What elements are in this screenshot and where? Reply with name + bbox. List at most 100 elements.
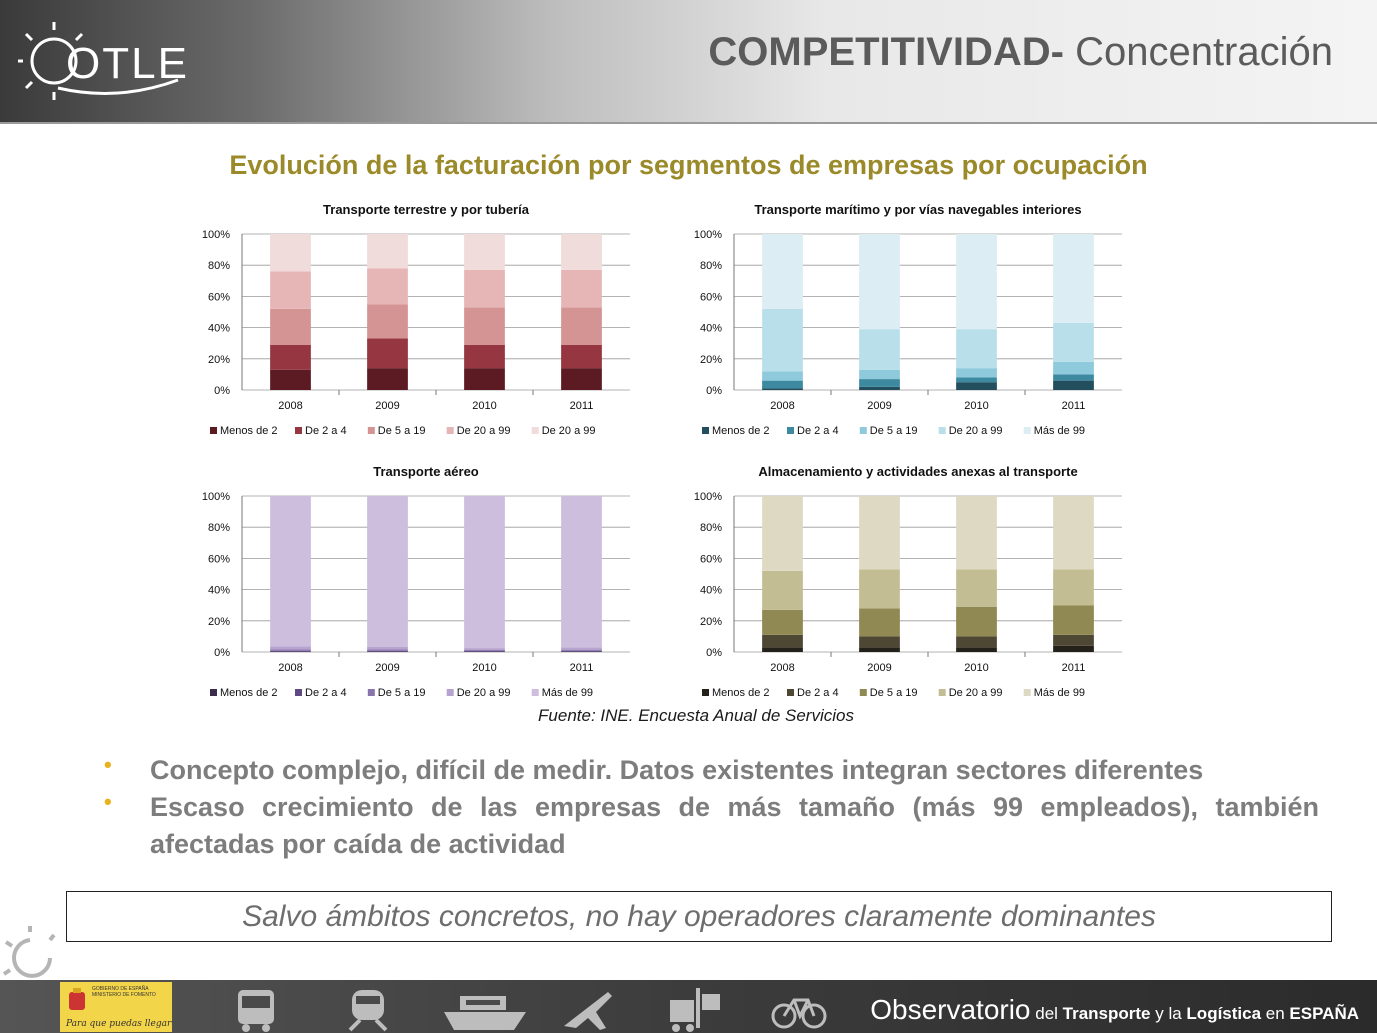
bar-segment xyxy=(762,496,803,571)
chart-legend: Menos de 2 De 2 a 4 De 5 a 19 De 20 a 99 De … xyxy=(210,425,596,437)
bar-segment xyxy=(956,382,997,390)
x-tick-label: 2009 xyxy=(375,400,399,412)
x-tick-label: 2008 xyxy=(278,400,302,412)
bar-segment xyxy=(1053,380,1094,390)
chart-almacenamiento: Almacenamiento y actividades anexas al t… xyxy=(694,464,1122,699)
bar-segment xyxy=(367,268,408,305)
bar-segment xyxy=(762,647,803,652)
legend-label: Menos de 2 xyxy=(712,687,769,699)
bullet-item: • Escaso crecimiento de las empresas de … xyxy=(104,789,1319,869)
bar-segment xyxy=(762,388,803,390)
page-title-bold: COMPETITIVIDAD- xyxy=(708,30,1064,74)
legend-label: Más de 99 xyxy=(1034,687,1085,699)
legend-swatch xyxy=(938,427,946,434)
y-tick-label: 20% xyxy=(700,616,722,628)
x-tick-label: 2011 xyxy=(570,662,594,674)
bar-segment xyxy=(1053,645,1094,652)
bar-segment xyxy=(1053,374,1094,381)
bar-segment xyxy=(464,269,505,308)
bar-segment xyxy=(859,369,900,380)
legend-label: De 5 a 19 xyxy=(378,425,426,437)
legend-swatch xyxy=(210,427,217,434)
brand-del: del xyxy=(1030,1004,1063,1023)
train-icon xyxy=(348,990,388,1032)
bar-segment xyxy=(367,649,408,651)
y-tick-label: 80% xyxy=(208,522,230,534)
x-tick-label: 2010 xyxy=(472,662,496,674)
legend-label: Menos de 2 xyxy=(712,425,769,437)
chart-title: Transporte terrestre y por tubería xyxy=(323,202,530,217)
bar-segment xyxy=(956,368,997,378)
bar-segment xyxy=(270,650,311,652)
bullet-text: Escaso crecimiento de las empresas de má… xyxy=(150,792,1319,859)
legend-label: De 20 a 99 xyxy=(949,425,1003,437)
legend-swatch xyxy=(367,689,375,696)
bar-segment xyxy=(859,608,900,637)
legend-label: Más de 99 xyxy=(1034,425,1085,437)
gear-icon xyxy=(2,926,56,978)
chart-legend: Menos de 2 De 2 a 4 De 5 a 19 De 20 a 99 Más… xyxy=(210,687,593,699)
legend-label: Más de 99 xyxy=(542,687,593,699)
y-tick-label: 0% xyxy=(214,647,230,659)
bar-segment xyxy=(464,648,505,650)
bar-segment xyxy=(956,234,997,330)
x-tick-label: 2008 xyxy=(770,400,794,412)
bar-segment xyxy=(561,269,602,308)
bar-segment xyxy=(859,636,900,648)
page-title: COMPETITIVIDAD- Concentración xyxy=(708,30,1333,75)
bar-segment xyxy=(270,369,311,390)
bar-segment xyxy=(859,379,900,387)
y-tick-label: 100% xyxy=(202,229,230,241)
bar-segment xyxy=(270,344,311,370)
brand-en: en xyxy=(1261,1004,1290,1023)
bar-segment xyxy=(464,649,505,651)
bar-segment xyxy=(1053,361,1094,375)
legend-label: De 2 a 4 xyxy=(305,687,347,699)
x-tick-label: 2010 xyxy=(964,400,988,412)
bar-segment xyxy=(270,271,311,309)
bar-segment xyxy=(1053,234,1094,323)
legend-swatch xyxy=(531,689,539,696)
legend-swatch xyxy=(446,427,454,434)
bar-segment xyxy=(561,234,602,270)
bar-segment xyxy=(367,647,408,650)
legend-swatch xyxy=(1023,689,1031,696)
legend-label: De 2 a 4 xyxy=(797,687,839,699)
bullet-dot-icon: • xyxy=(104,789,112,814)
conclusion-box: Salvo ámbitos concretos, no hay operador… xyxy=(66,891,1332,942)
bar-segment xyxy=(762,308,803,372)
legend-swatch xyxy=(702,427,709,434)
legend-label: De 2 a 4 xyxy=(305,425,347,437)
bar-segment xyxy=(270,649,311,651)
legend-label: De 20 a 99 xyxy=(542,425,596,437)
bar-segment xyxy=(956,606,997,637)
legend-swatch xyxy=(1023,427,1031,434)
y-tick-label: 40% xyxy=(700,585,722,597)
legend-label: Menos de 2 xyxy=(220,687,277,699)
y-tick-label: 60% xyxy=(208,291,230,303)
y-tick-label: 40% xyxy=(208,585,230,597)
y-tick-label: 100% xyxy=(202,491,230,503)
bar-segment xyxy=(464,496,505,649)
bullet-dot-icon: • xyxy=(104,752,112,777)
government-slogan: Para que puedas llegar xyxy=(66,1019,172,1029)
y-tick-label: 20% xyxy=(700,354,722,366)
bar-segment xyxy=(367,496,408,648)
chart-group-title: Evolución de la facturación por segmento… xyxy=(229,150,1148,180)
y-tick-label: 20% xyxy=(208,354,230,366)
brand-logistica: Logística xyxy=(1186,1004,1262,1023)
footer-band: GOBIERNO DE ESPAÑA MINISTERIO DE FOMENTO… xyxy=(0,980,1377,1033)
bar-segment xyxy=(464,368,505,390)
bar-segment xyxy=(859,569,900,609)
bar-segment xyxy=(367,650,408,652)
bar-segment xyxy=(561,647,602,650)
brand-word: Observatorio xyxy=(870,994,1031,1025)
bar-segment xyxy=(561,650,602,652)
legend-label: De 5 a 19 xyxy=(378,687,426,699)
bar-segment xyxy=(464,344,505,369)
bar-segment xyxy=(956,636,997,648)
bar-segment xyxy=(956,329,997,369)
bar-segment xyxy=(762,634,803,648)
plane-icon xyxy=(564,992,612,1030)
government-text: GOBIERNO DE ESPAÑA MINISTERIO DE FOMENTO xyxy=(92,986,156,998)
